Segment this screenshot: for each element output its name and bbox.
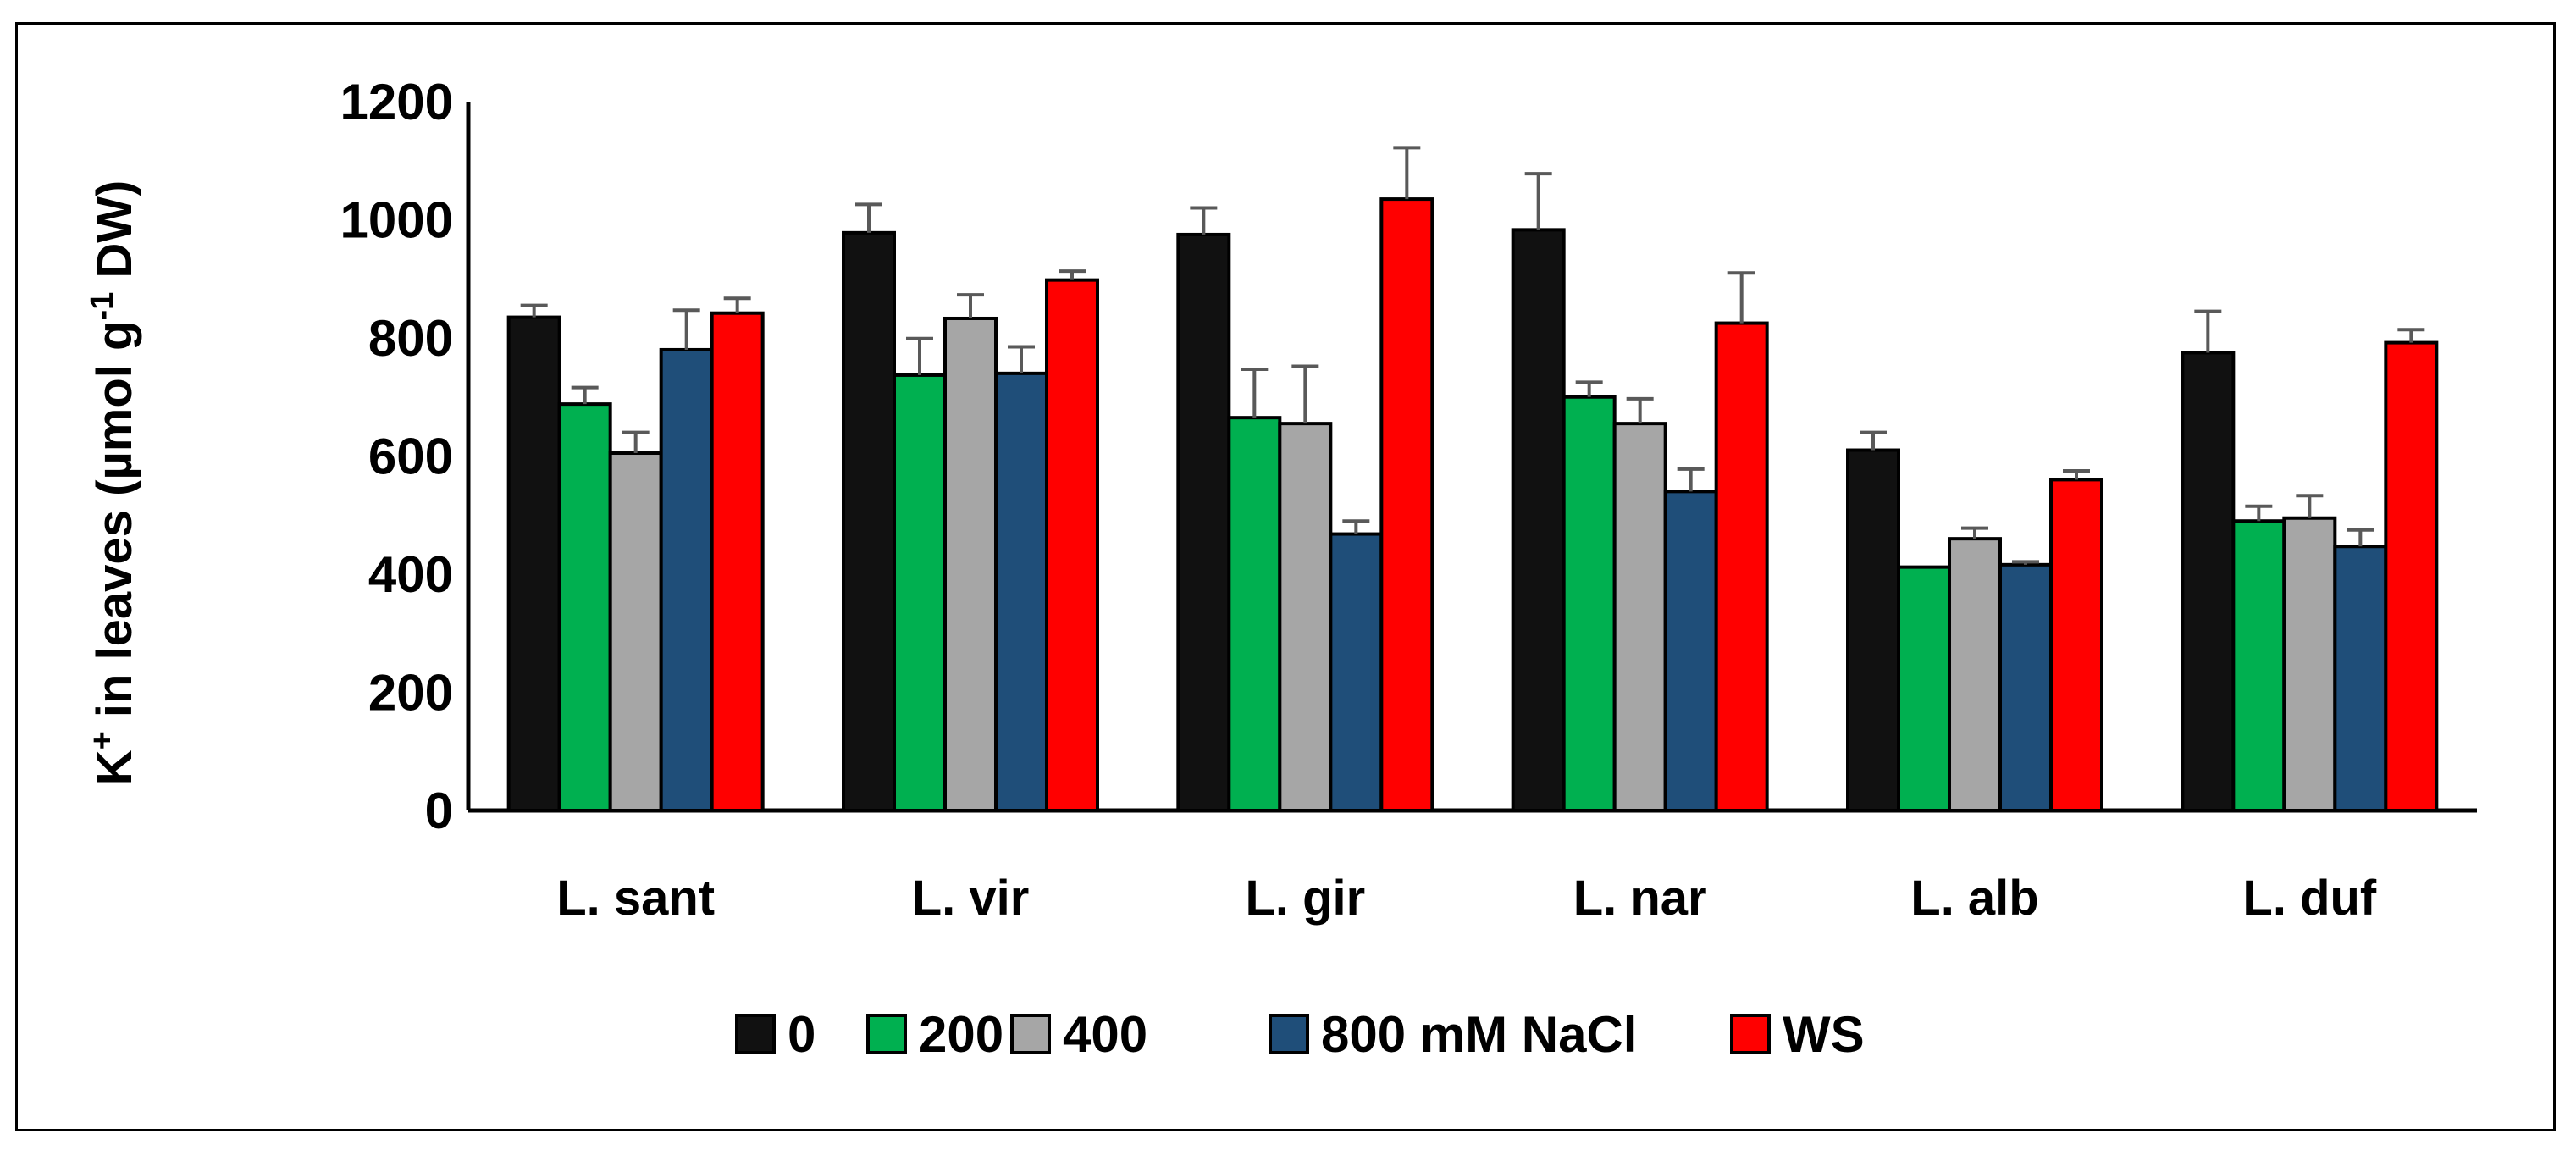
y-axis-label-suffix: DW) — [87, 180, 142, 292]
bar — [2282, 516, 2337, 812]
legend-label: 800 mM NaCl — [1321, 1006, 1637, 1063]
category-label: L. gir — [1245, 871, 1365, 926]
y-tick-label: 400 — [368, 546, 453, 603]
bar — [659, 347, 714, 812]
legend: 0 200 400 800 mM NaCl WS — [735, 1006, 1865, 1063]
y-ticks: 0 200 400 600 800 1000 1200 — [340, 74, 453, 839]
y-tick-label: 200 — [368, 665, 453, 722]
bar — [1897, 565, 1951, 812]
bar — [943, 316, 998, 813]
legend-swatch — [1010, 1014, 1051, 1054]
category-label: L. sant — [556, 871, 715, 926]
category-label: L. duf — [2242, 871, 2377, 926]
legend-label: 400 — [1063, 1006, 1147, 1063]
y-tick-label: 600 — [368, 429, 453, 485]
legend-swatch — [866, 1014, 907, 1054]
bar — [1562, 395, 1617, 812]
y-tick-label: 1000 — [340, 192, 453, 249]
bar — [1278, 422, 1333, 812]
bar — [1948, 537, 2002, 813]
bar — [2181, 351, 2236, 812]
bar — [1714, 321, 1769, 812]
y-axis-label-middle: in leaves (µmol g — [87, 321, 142, 732]
chart-frame — [15, 22, 2556, 1131]
bar — [1045, 278, 1099, 812]
legend-swatch — [1269, 1014, 1309, 1054]
y-tick-label: 1200 — [340, 74, 453, 130]
category-labels: L. sant L. vir L. gir L. nar L. alb L. duf — [556, 871, 2377, 926]
bar — [2231, 519, 2286, 812]
bar — [2333, 545, 2388, 813]
category-label: L. nar — [1573, 871, 1707, 926]
bar — [1176, 232, 1231, 812]
bar — [1612, 422, 1667, 812]
bar — [2049, 478, 2103, 813]
bar — [1227, 416, 1282, 812]
bar — [608, 451, 663, 812]
bar — [1379, 197, 1434, 812]
bar — [1846, 448, 1900, 813]
bar — [1511, 228, 1566, 813]
y-axis-label-prefix: K — [87, 749, 142, 785]
bar — [842, 230, 896, 813]
error-bars — [520, 146, 2425, 565]
y-axis-label: K+ in leaves (µmol g-1 DW) — [85, 180, 142, 786]
bar — [893, 373, 947, 812]
legend-label: WS — [1783, 1006, 1865, 1063]
y-axis-label-prefix-sup: + — [85, 731, 120, 749]
bars — [506, 197, 2439, 813]
legend-label: 0 — [788, 1006, 815, 1063]
category-label: L. vir — [912, 871, 1030, 926]
bar — [1663, 490, 1718, 812]
bar — [557, 402, 612, 812]
bar — [506, 315, 561, 812]
legend-swatch — [1730, 1014, 1771, 1054]
bar — [2384, 340, 2439, 812]
y-axis-label-middle-sup: -1 — [85, 292, 120, 321]
legend-swatch — [735, 1014, 776, 1054]
bar — [994, 371, 1048, 813]
legend-label: 200 — [919, 1006, 1003, 1063]
y-tick-label: 800 — [368, 310, 453, 367]
category-label: L. alb — [1910, 871, 2038, 926]
bar — [1329, 532, 1384, 812]
y-tick-label: 0 — [425, 783, 453, 839]
bar — [1998, 562, 2053, 813]
bar — [710, 311, 765, 812]
